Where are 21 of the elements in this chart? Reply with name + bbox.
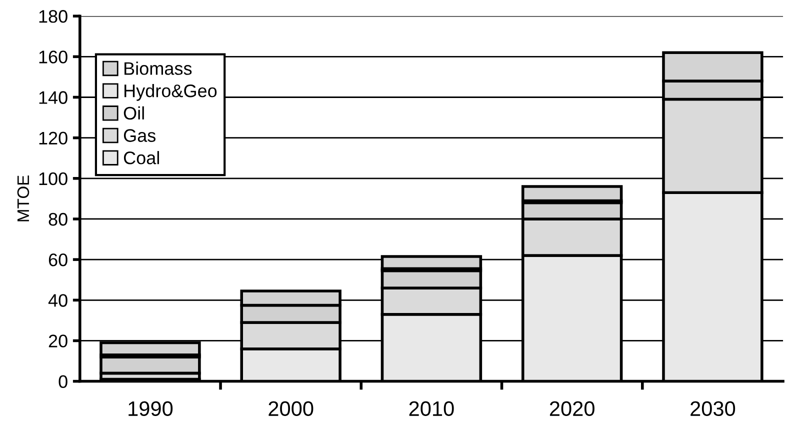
y-tick-label: 140	[39, 91, 68, 104]
y-tick-label: 80	[48, 212, 68, 226]
legend-label: Gas	[124, 129, 156, 142]
legend-label: Biomass	[124, 62, 192, 75]
y-tick-label: 0	[58, 375, 68, 388]
x-tick-label: 1990	[128, 401, 173, 416]
legend-label: Hydro&Geo	[124, 84, 217, 101]
y-tick-label: 160	[39, 50, 68, 64]
legend-label: Oil	[124, 106, 144, 120]
x-tick-label: 2030	[690, 401, 736, 416]
y-tick-label: 40	[48, 294, 68, 307]
y-tick-label: 60	[48, 253, 68, 266]
y-tick-label: 100	[39, 172, 68, 186]
x-tick-label: 2020	[550, 401, 594, 416]
y-tick-label: 180	[39, 10, 68, 23]
y-axis-title: MTOE	[17, 175, 30, 222]
y-tick-label: 120	[39, 132, 68, 145]
y-tick-label: 20	[48, 334, 68, 348]
x-tick-label: 2010	[409, 401, 454, 416]
legend-label: Coal	[124, 151, 159, 164]
x-tick-label: 2000	[268, 401, 314, 416]
